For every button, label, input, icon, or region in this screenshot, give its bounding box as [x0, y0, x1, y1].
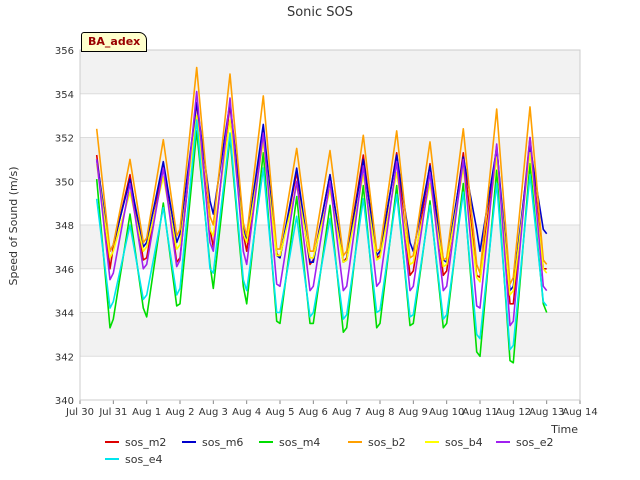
series-line-sos-m6 [95, 101, 548, 292]
legend-label: sos_b2 [368, 436, 406, 449]
series-line-sos-b4 [95, 114, 548, 296]
y-tick-label: 352 [55, 134, 74, 145]
x-tick-label: Aug 6 [299, 407, 328, 418]
x-tick-label: Aug 12 [496, 407, 531, 418]
legend-label: sos_e2 [516, 436, 553, 449]
x-tick-label: Aug 5 [265, 407, 294, 418]
y-tick-label: 348 [55, 221, 74, 232]
y-tick-label: 346 [55, 265, 74, 276]
y-tick-label: 350 [55, 177, 74, 188]
y-tick-label: 356 [55, 46, 74, 57]
series-line-sos-e2 [95, 90, 548, 327]
x-tick-label: Aug 1 [132, 407, 161, 418]
x-tick-label: Aug 4 [232, 407, 261, 418]
x-tick-label: Aug 9 [399, 407, 428, 418]
y-tick-label: 340 [55, 396, 74, 407]
site-badge: BA_adex [81, 32, 148, 52]
legend-label: sos_e4 [125, 453, 162, 466]
plot-band [80, 312, 580, 357]
x-tick-label: Jul 31 [98, 407, 127, 418]
legend-label: sos_b4 [445, 436, 483, 449]
y-tick-label: 344 [55, 309, 74, 320]
legend-label: sos_m6 [202, 436, 243, 449]
plot-band [80, 225, 580, 269]
y-tick-label: 354 [55, 90, 74, 101]
x-tick-label: Aug 3 [199, 407, 228, 418]
series-line-sos-b2 [95, 66, 548, 285]
x-tick-label: Aug 10 [429, 407, 464, 418]
x-tick-label: Aug 14 [562, 407, 597, 418]
y-axis-label: Speed of Sound (m/s) [7, 167, 20, 286]
series-line-sos-e4 [95, 119, 548, 351]
chart-title: Sonic SOS [287, 5, 353, 20]
y-tick-label: 342 [55, 352, 74, 363]
x-tick-label: Aug 11 [462, 407, 497, 418]
axes: 340 342 344 346 348 350 352 354 356 Jul 30 Jul 31 A… [55, 46, 598, 418]
x-tick-label: Aug 13 [529, 407, 564, 418]
x-axis-label: Time [550, 423, 578, 436]
plot-band [80, 50, 580, 94]
x-tick-label: Aug 8 [365, 407, 394, 418]
x-tick-label: Jul 30 [65, 407, 94, 418]
plot-border [79, 49, 581, 401]
legend-label: sos_m2 [125, 436, 166, 449]
x-tick-label: Aug 7 [332, 407, 361, 418]
legend-label: sos_m4 [279, 436, 320, 449]
series-lines [95, 66, 548, 364]
legend: sos_m2 sos_m6 sos_m4 sos_b2 sos_b4 sos_e2 sos_… [105, 436, 553, 466]
x-tick-label: Aug 2 [165, 407, 194, 418]
